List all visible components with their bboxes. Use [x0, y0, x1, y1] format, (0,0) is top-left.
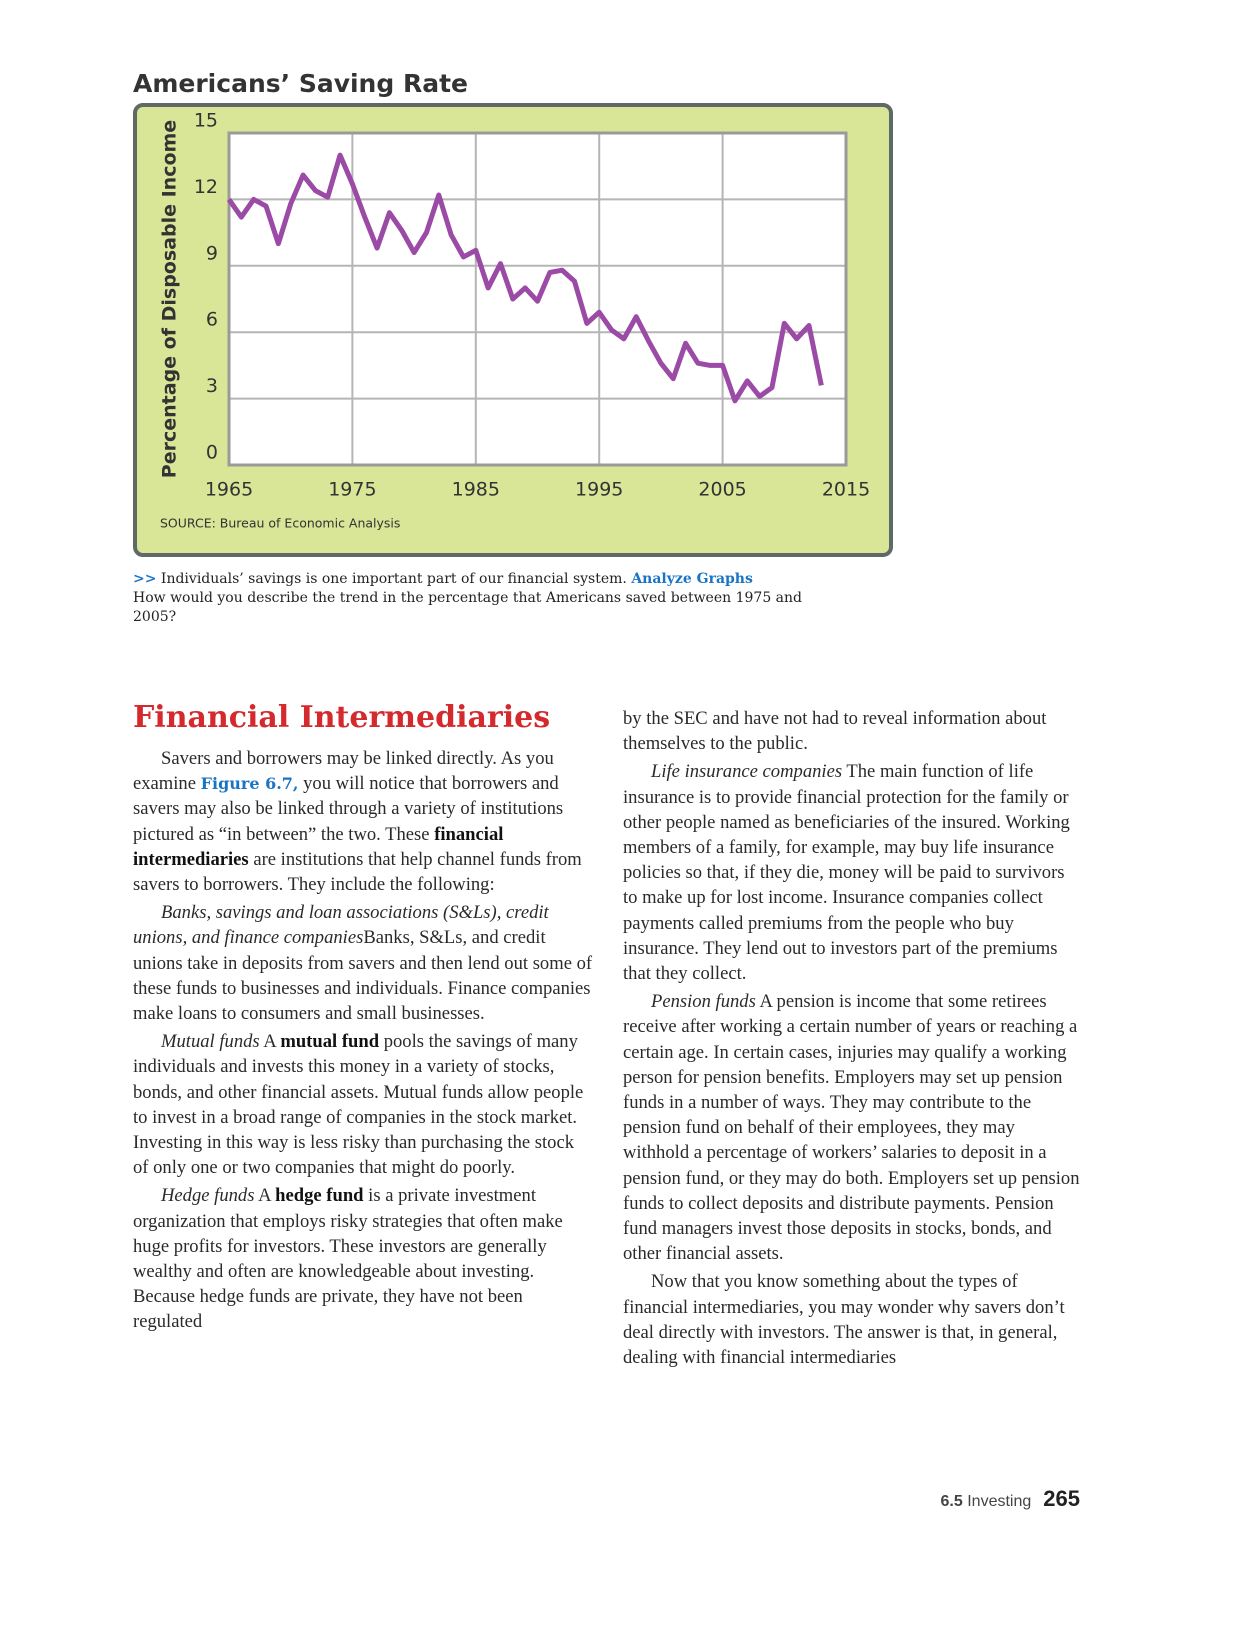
y-tick-label: 12: [194, 176, 218, 198]
text: Banks, S&Ls, and credit unions take in d…: [133, 927, 593, 1025]
paragraph: Banks, savings and loan associations (S&…: [133, 900, 593, 1026]
caption: >> Individuals’ savings is one important…: [133, 570, 813, 627]
x-tick-label: 1985: [452, 479, 500, 501]
caption-question: How would you describe the trend in the …: [133, 590, 802, 625]
data-line: [226, 152, 824, 404]
y-axis-label: Percentage of Disposable Income: [159, 120, 181, 478]
y-tick-label: 6: [206, 309, 218, 331]
source: SOURCE: Bureau of Economic Analysis: [160, 516, 400, 531]
figure-link[interactable]: Figure 6.7,: [200, 774, 299, 794]
paragraph: Mutual funds A mutual fund pools the sav…: [133, 1029, 593, 1180]
column: by the SEC and have not had to reveal in…: [623, 706, 1083, 1373]
subhead: Banks, savings and loan associations (S&…: [133, 902, 549, 949]
caption-link[interactable]: Analyze Graphs: [631, 571, 753, 587]
y-tick-label: 3: [206, 375, 218, 397]
section-heading: Financial Intermediaries: [133, 700, 551, 735]
chart-title: Americans’ Saving Rate: [133, 69, 468, 98]
caption-text: Individuals’ savings is one important pa…: [160, 571, 627, 587]
text: is a private investment organization tha…: [133, 1185, 563, 1333]
plot-border: [227, 131, 848, 467]
text: pools the savings of many individuals an…: [133, 1031, 584, 1179]
x-tick-label: 2015: [822, 479, 870, 501]
paragraph: Now that you know something about the ty…: [623, 1269, 1083, 1370]
key-term: financial intermediaries: [133, 823, 504, 870]
y-tick-label: 0: [206, 442, 218, 464]
x-tick-label: 1975: [328, 479, 376, 501]
paragraph: Pension funds A pension is income that s…: [623, 989, 1083, 1266]
y-tick-label: 15: [194, 110, 218, 132]
y-tick-label: 9: [206, 242, 218, 264]
text: A: [259, 1031, 281, 1053]
section-number: 6.5: [940, 1493, 963, 1510]
x-tick-label: 1965: [205, 479, 253, 501]
paragraph: Hedge funds A hedge fund is a private in…: [133, 1183, 593, 1334]
page-number: 265: [1043, 1486, 1080, 1511]
paragraph: Life insurance companies The main functi…: [623, 759, 1083, 986]
text: The main function of life insurance is t…: [623, 761, 1070, 985]
subhead: Hedge funds: [161, 1185, 255, 1207]
subhead: Life insurance companies: [651, 761, 843, 783]
column: Savers and borrowers may be linked direc…: [133, 746, 593, 1338]
x-tick-label: 2005: [698, 479, 746, 501]
paragraph: by the SEC and have not had to reveal in…: [623, 706, 1083, 756]
section-title: Investing: [967, 1493, 1032, 1510]
text: are institutions that help channel funds…: [133, 848, 582, 896]
caption-marker: >>: [133, 571, 157, 587]
subhead: Pension funds: [651, 991, 756, 1013]
key-term: mutual fund: [280, 1031, 380, 1053]
text: Savers and borrowers may be linked direc…: [133, 748, 554, 795]
subhead: Mutual funds: [161, 1031, 260, 1053]
footer: 6.5 Investing 265: [941, 1486, 1080, 1512]
x-tick-label: 1995: [575, 479, 623, 501]
key-term: hedge fund: [275, 1185, 364, 1207]
text: you will notice that borrowers and saver…: [133, 773, 564, 845]
paragraph: Savers and borrowers may be linked direc…: [133, 746, 593, 897]
text: A pension is income that some retirees r…: [623, 991, 1080, 1265]
text: A: [254, 1185, 276, 1207]
chart: Americans’ Saving Rate Percentage of Dis…: [133, 69, 893, 557]
text: by the SEC and have not had to reveal in…: [623, 708, 1047, 755]
text: Now that you know something about the ty…: [623, 1271, 1065, 1369]
